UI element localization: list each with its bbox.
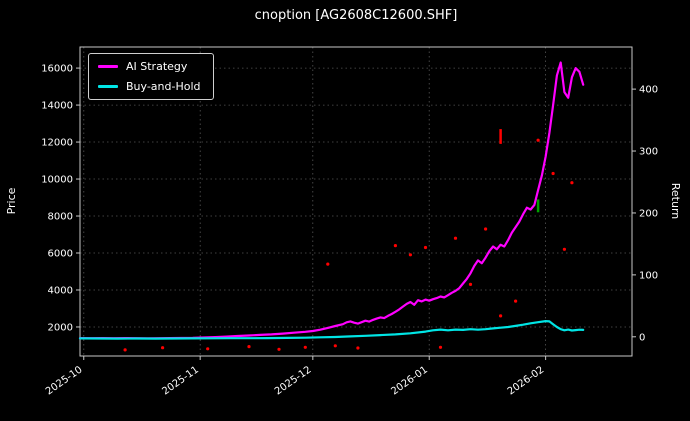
svg-text:2025-10: 2025-10 [44,364,85,397]
svg-text:0: 0 [639,332,645,343]
svg-text:200: 200 [639,209,658,220]
svg-text:8000: 8000 [48,212,73,223]
svg-text:2026-02: 2026-02 [506,364,547,397]
svg-text:100: 100 [639,270,658,281]
svg-text:4000: 4000 [48,286,73,297]
svg-text:14000: 14000 [41,101,73,112]
ai-strategy-line-swatch [98,65,118,68]
legend-item-buy-and-hold: Buy-and-Hold [98,80,201,93]
legend: AI Strategy Buy-and-Hold [88,53,214,100]
chart-title: cnoption [AG2608C12600.SHF] [254,8,458,23]
svg-text:2025-12: 2025-12 [273,364,314,397]
svg-text:10000: 10000 [41,175,73,186]
legend-label-buy-and-hold: Buy-and-Hold [126,80,201,93]
svg-text:300: 300 [639,147,658,158]
svg-text:2025-11: 2025-11 [160,364,201,397]
legend-item-ai-strategy: AI Strategy [98,60,201,73]
buy-and-hold-line-swatch [98,85,118,88]
svg-text:2000: 2000 [48,323,73,334]
legend-label-ai-strategy: AI Strategy [126,60,188,73]
svg-text:400: 400 [639,85,658,96]
svg-text:6000: 6000 [48,249,73,260]
series-ai-strategy [78,61,585,340]
series-buy-and-hold [78,320,585,340]
svg-text:16000: 16000 [41,64,73,75]
svg-text:12000: 12000 [41,138,73,149]
svg-text:2026-01: 2026-01 [389,364,430,397]
